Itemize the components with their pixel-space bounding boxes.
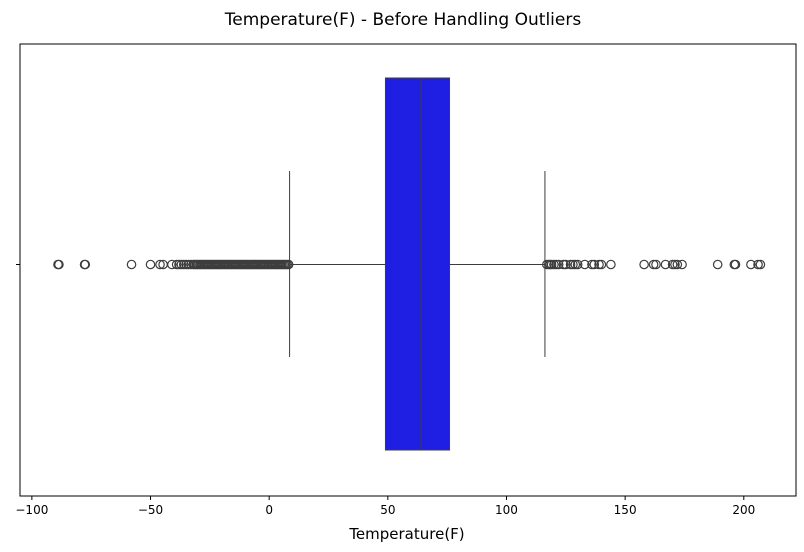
- outlier-point-high: [579, 259, 590, 270]
- x-tick-label: 100: [495, 503, 518, 517]
- outlier-point-low: [183, 259, 194, 270]
- outlier-point-high: [730, 259, 741, 270]
- outlier-point-low: [80, 259, 91, 270]
- outlier-point-high: [570, 259, 581, 270]
- outlier-point-high: [677, 259, 687, 270]
- outlier-point-low: [283, 259, 294, 270]
- outlier-point-high: [596, 259, 607, 270]
- outlier-point-high: [670, 259, 680, 270]
- outlier-point-high: [667, 259, 678, 270]
- outlier-point-high: [746, 259, 756, 270]
- x-axis-label: Temperature(F): [348, 525, 464, 543]
- iqr-box: [384, 77, 451, 451]
- outlier-point-high: [587, 259, 597, 270]
- outlier-point-low: [54, 259, 64, 270]
- x-tick-label: 150: [614, 503, 637, 517]
- x-tick-label: 50: [380, 503, 395, 517]
- chart-title: Temperature(F) - Before Handling Outlier…: [224, 10, 582, 30]
- outlier-point-high: [546, 259, 557, 270]
- outlier-point-high: [568, 259, 578, 270]
- outlier-point-high: [753, 259, 763, 270]
- outlier-point-high: [660, 259, 671, 270]
- outlier-point-high: [755, 259, 766, 270]
- outlier-point-high: [606, 259, 616, 270]
- outlier-point-high: [648, 259, 659, 270]
- outlier-point-low: [178, 259, 189, 270]
- outlier-point-low: [174, 259, 184, 270]
- outlier-point-high: [549, 259, 559, 270]
- outlier-point-high: [594, 259, 604, 270]
- outlier-point-low: [176, 259, 187, 270]
- outlier-point-low: [167, 259, 177, 270]
- plot-area: [19, 43, 797, 497]
- x-tick-label: −100: [15, 503, 48, 517]
- chart-marks: [53, 77, 766, 451]
- outlier-point-low: [126, 259, 137, 270]
- outlier-point-high: [712, 259, 723, 270]
- x-tick-label: 0: [265, 503, 273, 517]
- outlier-point-high: [553, 259, 564, 270]
- outlier-point-high: [589, 259, 600, 270]
- x-tick-label: 200: [732, 503, 755, 517]
- x-tick-label: −50: [138, 503, 163, 517]
- x-axis: −100 −50 0 50 100 150 200: [15, 496, 755, 517]
- outlier-point-low: [145, 259, 156, 270]
- outlier-point-high: [651, 259, 661, 270]
- outlier-point-high: [565, 259, 576, 270]
- outlier-point-low: [155, 259, 165, 270]
- outlier-point-high: [558, 259, 569, 270]
- outlier-point-high: [561, 259, 571, 270]
- outlier-point-low: [171, 259, 182, 270]
- outlier-point-high: [672, 259, 683, 270]
- outlier-point-high: [639, 259, 649, 270]
- outlier-point-high: [551, 259, 562, 270]
- outlier-point-high: [572, 259, 583, 270]
